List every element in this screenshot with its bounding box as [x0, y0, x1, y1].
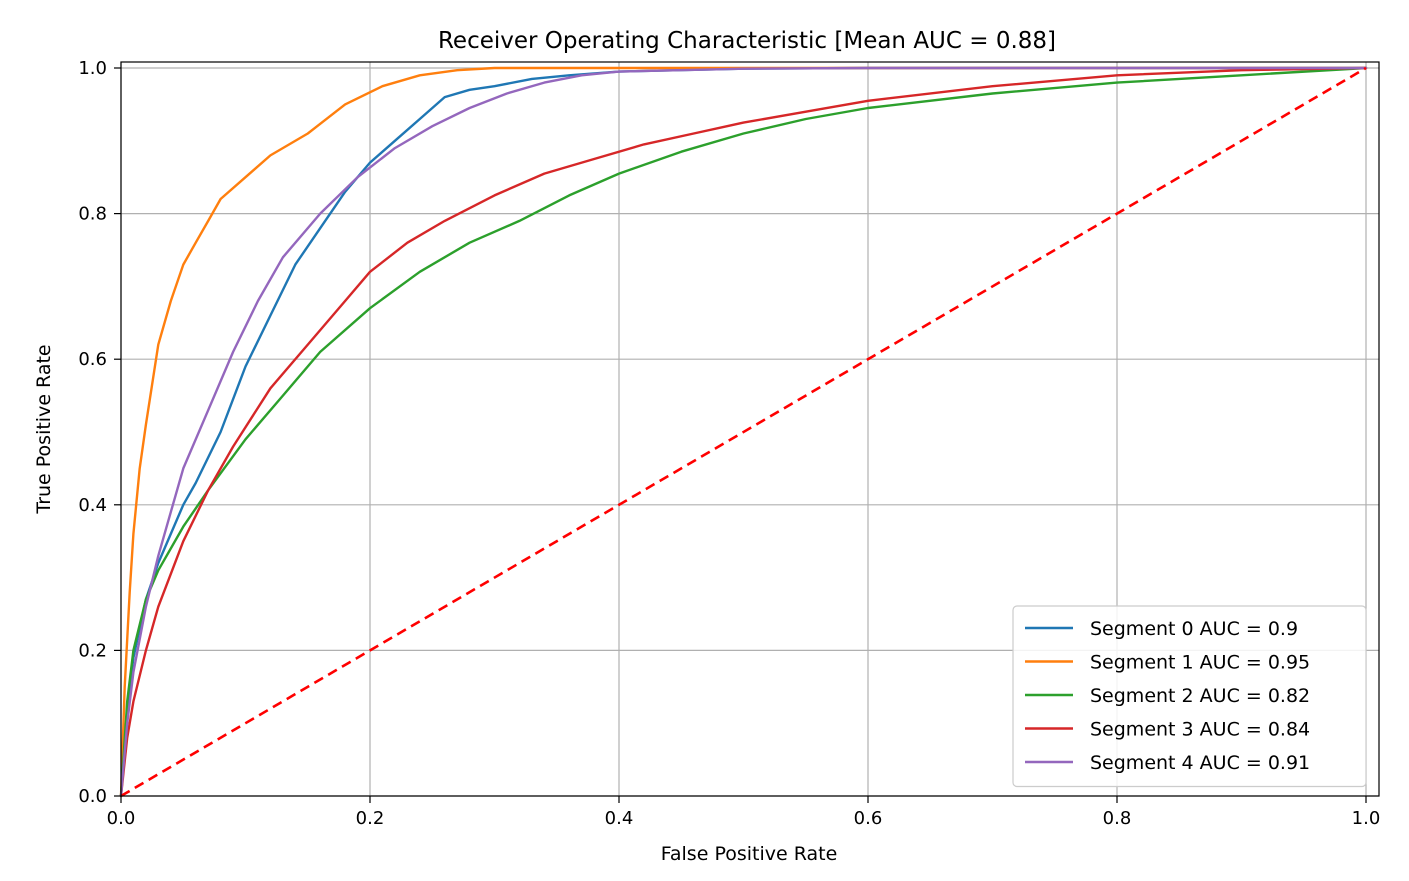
- series-line-segment-2: [119, 66, 1368, 798]
- legend-label: Segment 3 AUC = 0.84: [1090, 719, 1310, 741]
- series-line-segment-4: [119, 66, 1368, 798]
- legend-label: Segment 4 AUC = 0.91: [1090, 752, 1310, 774]
- series-line-segment-1: [119, 66, 1368, 798]
- y-tick-label: 1.0: [78, 58, 107, 79]
- legend: Segment 0 AUC = 0.9 Segment 1 AUC = 0.95 S…: [1012, 605, 1367, 788]
- series-line-segment-3: [119, 66, 1368, 798]
- legend-label: Segment 1 AUC = 0.95: [1090, 652, 1310, 674]
- legend-box: [1012, 605, 1367, 788]
- x-tick-label: 0.4: [605, 808, 634, 829]
- x-tick-label: 1.0: [1352, 808, 1381, 829]
- y-tick-label: 0.2: [78, 640, 107, 661]
- x-tick-label: 0.6: [854, 808, 883, 829]
- ticks: 0.0 0.2 0.4 0.6 0.8 1.0 0.0 0.2 0.4 0.6 0.8 1.0: [78, 58, 1380, 829]
- series-layer: [119, 66, 1368, 798]
- chart-title: Receiver Operating Characteristic [Mean …: [438, 28, 1056, 54]
- x-tick-label: 0.0: [107, 808, 136, 829]
- x-tick-label: 0.2: [356, 808, 385, 829]
- y-tick-label: 0.4: [78, 495, 107, 516]
- legend-label: Segment 2 AUC = 0.82: [1090, 685, 1310, 707]
- x-tick-label: 0.8: [1103, 808, 1132, 829]
- legend-label: Segment 0 AUC = 0.9: [1090, 618, 1298, 640]
- x-axis-title: False Positive Rate: [661, 843, 838, 865]
- plot-frame: [120, 61, 1380, 797]
- chance-diagonal-line: [120, 66, 1367, 798]
- y-axis-title: True Positive Rate: [33, 344, 55, 514]
- y-tick-label: 0.6: [78, 349, 107, 370]
- y-tick-label: 0.8: [78, 204, 107, 225]
- y-tick-label: 0.0: [78, 786, 107, 807]
